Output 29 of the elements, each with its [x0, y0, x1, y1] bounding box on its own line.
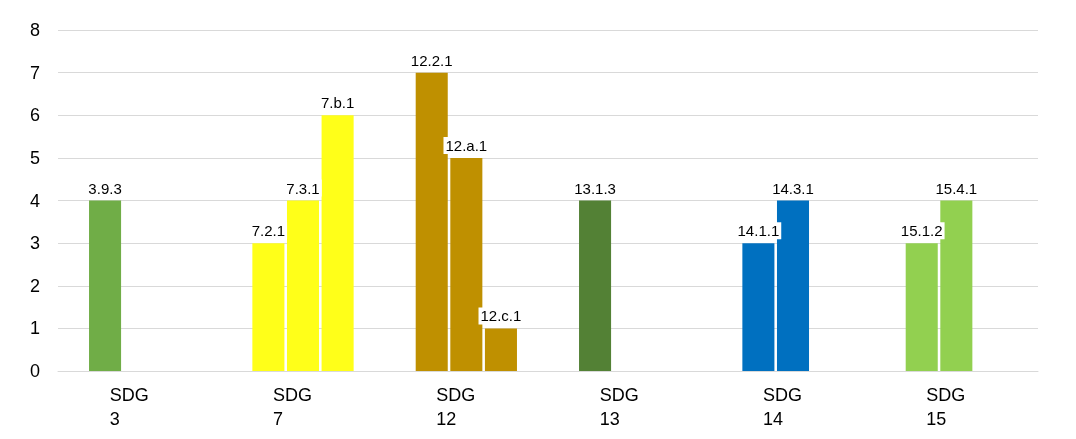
annotation: 14.1.1 [737, 222, 780, 240]
annotation: 3.9.3 [88, 179, 122, 197]
y-tick-label: 2 [29, 275, 40, 296]
bar [579, 200, 612, 371]
y-tick-label: 3 [29, 233, 40, 254]
x-tick-label: SDG 7 [273, 385, 313, 429]
y-tick-label: 4 [29, 190, 40, 211]
y-tick-label: 8 [29, 20, 40, 40]
annotation: 13.1.3 [574, 179, 616, 197]
x-tick-label: SDG 3 [109, 385, 149, 429]
annotation: 15.4.1 [935, 179, 978, 197]
annotation: 7.3.1 [286, 179, 320, 197]
annotation: 12.a.1 [445, 136, 488, 154]
annotation: 14.3.1 [772, 179, 814, 197]
y-tick-label: 5 [29, 147, 40, 168]
x-tick-label: SDG 14 [763, 385, 803, 429]
x-tick-label: SDG 12 [436, 385, 476, 429]
annotation: 12.c.1 [480, 307, 522, 325]
y-tick-label: 7 [29, 62, 40, 83]
annotation: 12.2.1 [410, 51, 453, 69]
annotation: 7.2.1 [251, 222, 286, 240]
x-tick-label: SDG 13 [599, 385, 639, 429]
bar [89, 200, 122, 371]
y-tick-label: 1 [29, 318, 40, 339]
x-tick-label: SDG 15 [926, 385, 966, 429]
y-tick-label: 0 [29, 361, 40, 381]
y-tick-label: 6 [29, 105, 40, 126]
annotation: 7.b.1 [320, 94, 355, 112]
annotation: 15.1.2 [900, 222, 943, 240]
